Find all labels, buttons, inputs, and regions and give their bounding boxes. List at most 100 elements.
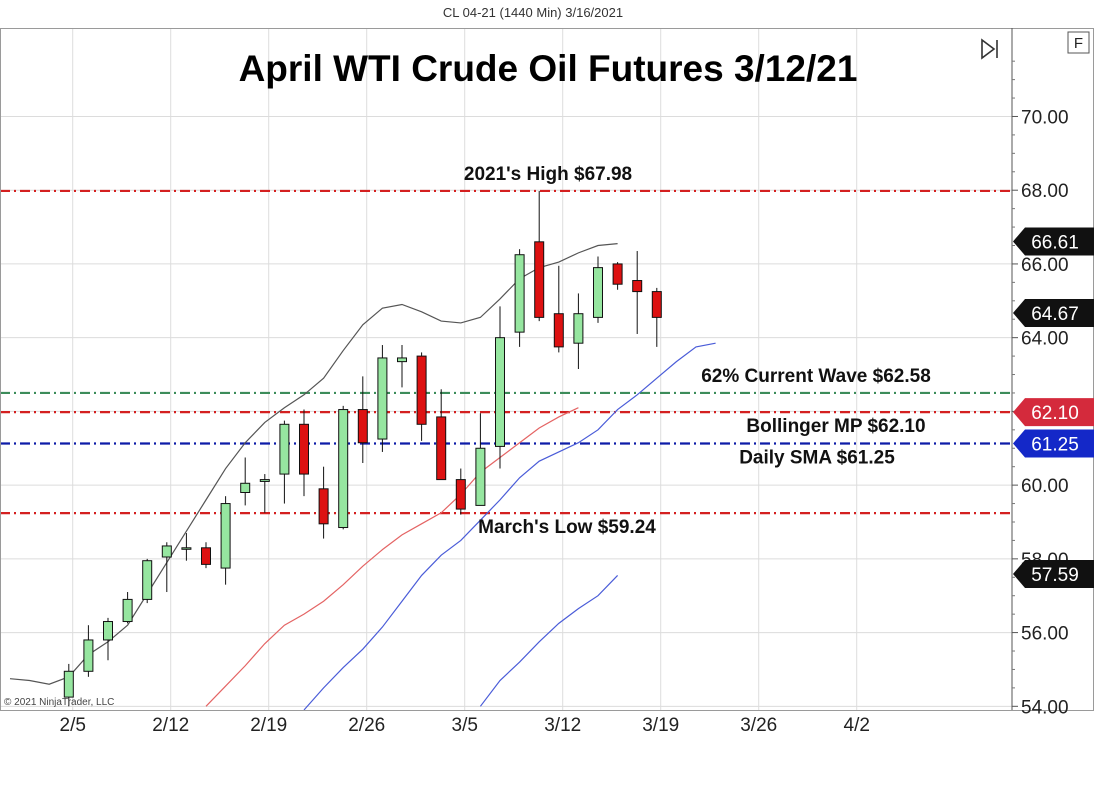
chart-title: April WTI Crude Oil Futures 3/12/21 (239, 48, 858, 89)
candle[interactable] (436, 389, 447, 481)
candle[interactable] (201, 542, 211, 569)
candle-body-down (651, 291, 662, 318)
candle-body-up (279, 423, 290, 475)
price-marker-label: 57.59 (1031, 565, 1079, 586)
level-label: March's Low $59.24 (478, 517, 656, 538)
candle[interactable] (475, 413, 486, 506)
scroll-to-end-icon[interactable] (981, 38, 998, 60)
candle-body-up (83, 639, 94, 672)
y-tick-label: 66.00 (1021, 255, 1069, 276)
candle[interactable] (495, 306, 505, 469)
candle[interactable] (534, 190, 545, 322)
candle[interactable] (103, 617, 113, 661)
price-marker-label: 62.10 (1031, 403, 1079, 424)
candle[interactable] (593, 256, 603, 323)
candle-body-up (122, 598, 133, 623)
candle[interactable] (416, 352, 427, 441)
candle[interactable] (632, 251, 643, 334)
level-label: 62% Current Wave $62.58 (701, 366, 931, 387)
price-marker-tag (1013, 298, 1094, 327)
candle-body-up (573, 313, 584, 344)
candle[interactable] (338, 405, 349, 530)
y-tick-label: 56.00 (1021, 624, 1069, 645)
x-tick-label: 2/26 (348, 715, 385, 736)
price-marker: 64.67 (1013, 298, 1094, 327)
y-tick-label: 60.00 (1021, 476, 1069, 497)
candle-body-down (534, 241, 545, 318)
price-marker-tag (1013, 559, 1094, 588)
candle[interactable] (397, 345, 407, 388)
level-label: 2021's High $67.98 (464, 164, 632, 185)
candle-body-up (181, 547, 192, 550)
price-marker-tag (1013, 227, 1094, 256)
candle-body-up (495, 337, 505, 447)
candle-body-up (475, 447, 486, 506)
candle-body-up (593, 267, 603, 318)
level-label: Daily SMA $61.25 (739, 447, 895, 468)
x-tick-label: 3/19 (642, 715, 679, 736)
x-tick-label: 2/5 (60, 715, 86, 736)
candle[interactable] (357, 376, 368, 464)
candle[interactable] (161, 542, 172, 593)
overlay-line (303, 342, 716, 711)
price-marker-label: 61.25 (1031, 434, 1079, 455)
y-tick-label: 54.00 (1021, 697, 1069, 718)
candle[interactable] (259, 474, 270, 513)
x-tick-label: 4/2 (844, 715, 870, 736)
candle-body-up (259, 479, 270, 482)
candle[interactable] (573, 293, 584, 369)
price-marker: 61.25 (1013, 429, 1094, 458)
x-tick-label: 2/12 (152, 715, 189, 736)
candle[interactable] (181, 533, 192, 561)
candle[interactable] (612, 262, 623, 290)
candle-body-up (63, 670, 74, 698)
candle-body-up (514, 254, 525, 333)
y-tick-label: 68.00 (1021, 181, 1069, 202)
price-marker: 62.10 (1013, 398, 1094, 427)
overlay-line (479, 575, 619, 707)
price-marker-tag (1013, 398, 1094, 427)
candle[interactable] (514, 249, 525, 347)
x-tick-label: 3/26 (740, 715, 777, 736)
candle[interactable] (553, 265, 564, 353)
candle[interactable] (299, 409, 309, 497)
copyright-text: © 2021 NinjaTrader, LLC (4, 697, 114, 708)
candle[interactable] (142, 558, 153, 604)
candle[interactable] (455, 468, 466, 515)
x-tick-label: 3/5 (452, 715, 478, 736)
candle[interactable] (220, 496, 231, 585)
price-marker-label: 66.61 (1031, 232, 1079, 253)
candle-body-down (612, 263, 623, 285)
candles-layer (63, 190, 662, 707)
candle-body-up (397, 357, 407, 363)
candle-body-up (377, 357, 388, 440)
candle-body-up (103, 621, 113, 641)
candle[interactable] (63, 663, 74, 707)
candle-body-up (338, 409, 349, 529)
candle-body-down (416, 355, 427, 425)
candle-body-down (201, 547, 211, 565)
price-marker: 57.59 (1013, 559, 1094, 588)
candle[interactable] (279, 420, 290, 504)
y-tick-label: 70.00 (1021, 107, 1069, 128)
settings-f-button[interactable]: F (1067, 31, 1090, 54)
candle[interactable] (240, 457, 251, 506)
candle-body-down (553, 313, 564, 348)
candle[interactable] (122, 592, 133, 624)
candle-body-down (436, 416, 447, 481)
x-tick-label: 2/19 (250, 715, 287, 736)
candle-body-up (220, 503, 231, 569)
svg-text:F: F (1074, 35, 1083, 52)
candle[interactable] (651, 287, 662, 347)
candle-body-up (142, 560, 153, 600)
candle[interactable] (377, 345, 388, 452)
candle[interactable] (318, 466, 329, 539)
level-label: Bollinger MP $62.10 (746, 416, 925, 437)
y-tick-label: 64.00 (1021, 329, 1069, 350)
candle[interactable] (83, 625, 94, 677)
price-marker: 66.61 (1013, 227, 1094, 256)
level-labels-layer: 2021's High $67.98 62% Current Wave $62.5… (464, 164, 931, 538)
